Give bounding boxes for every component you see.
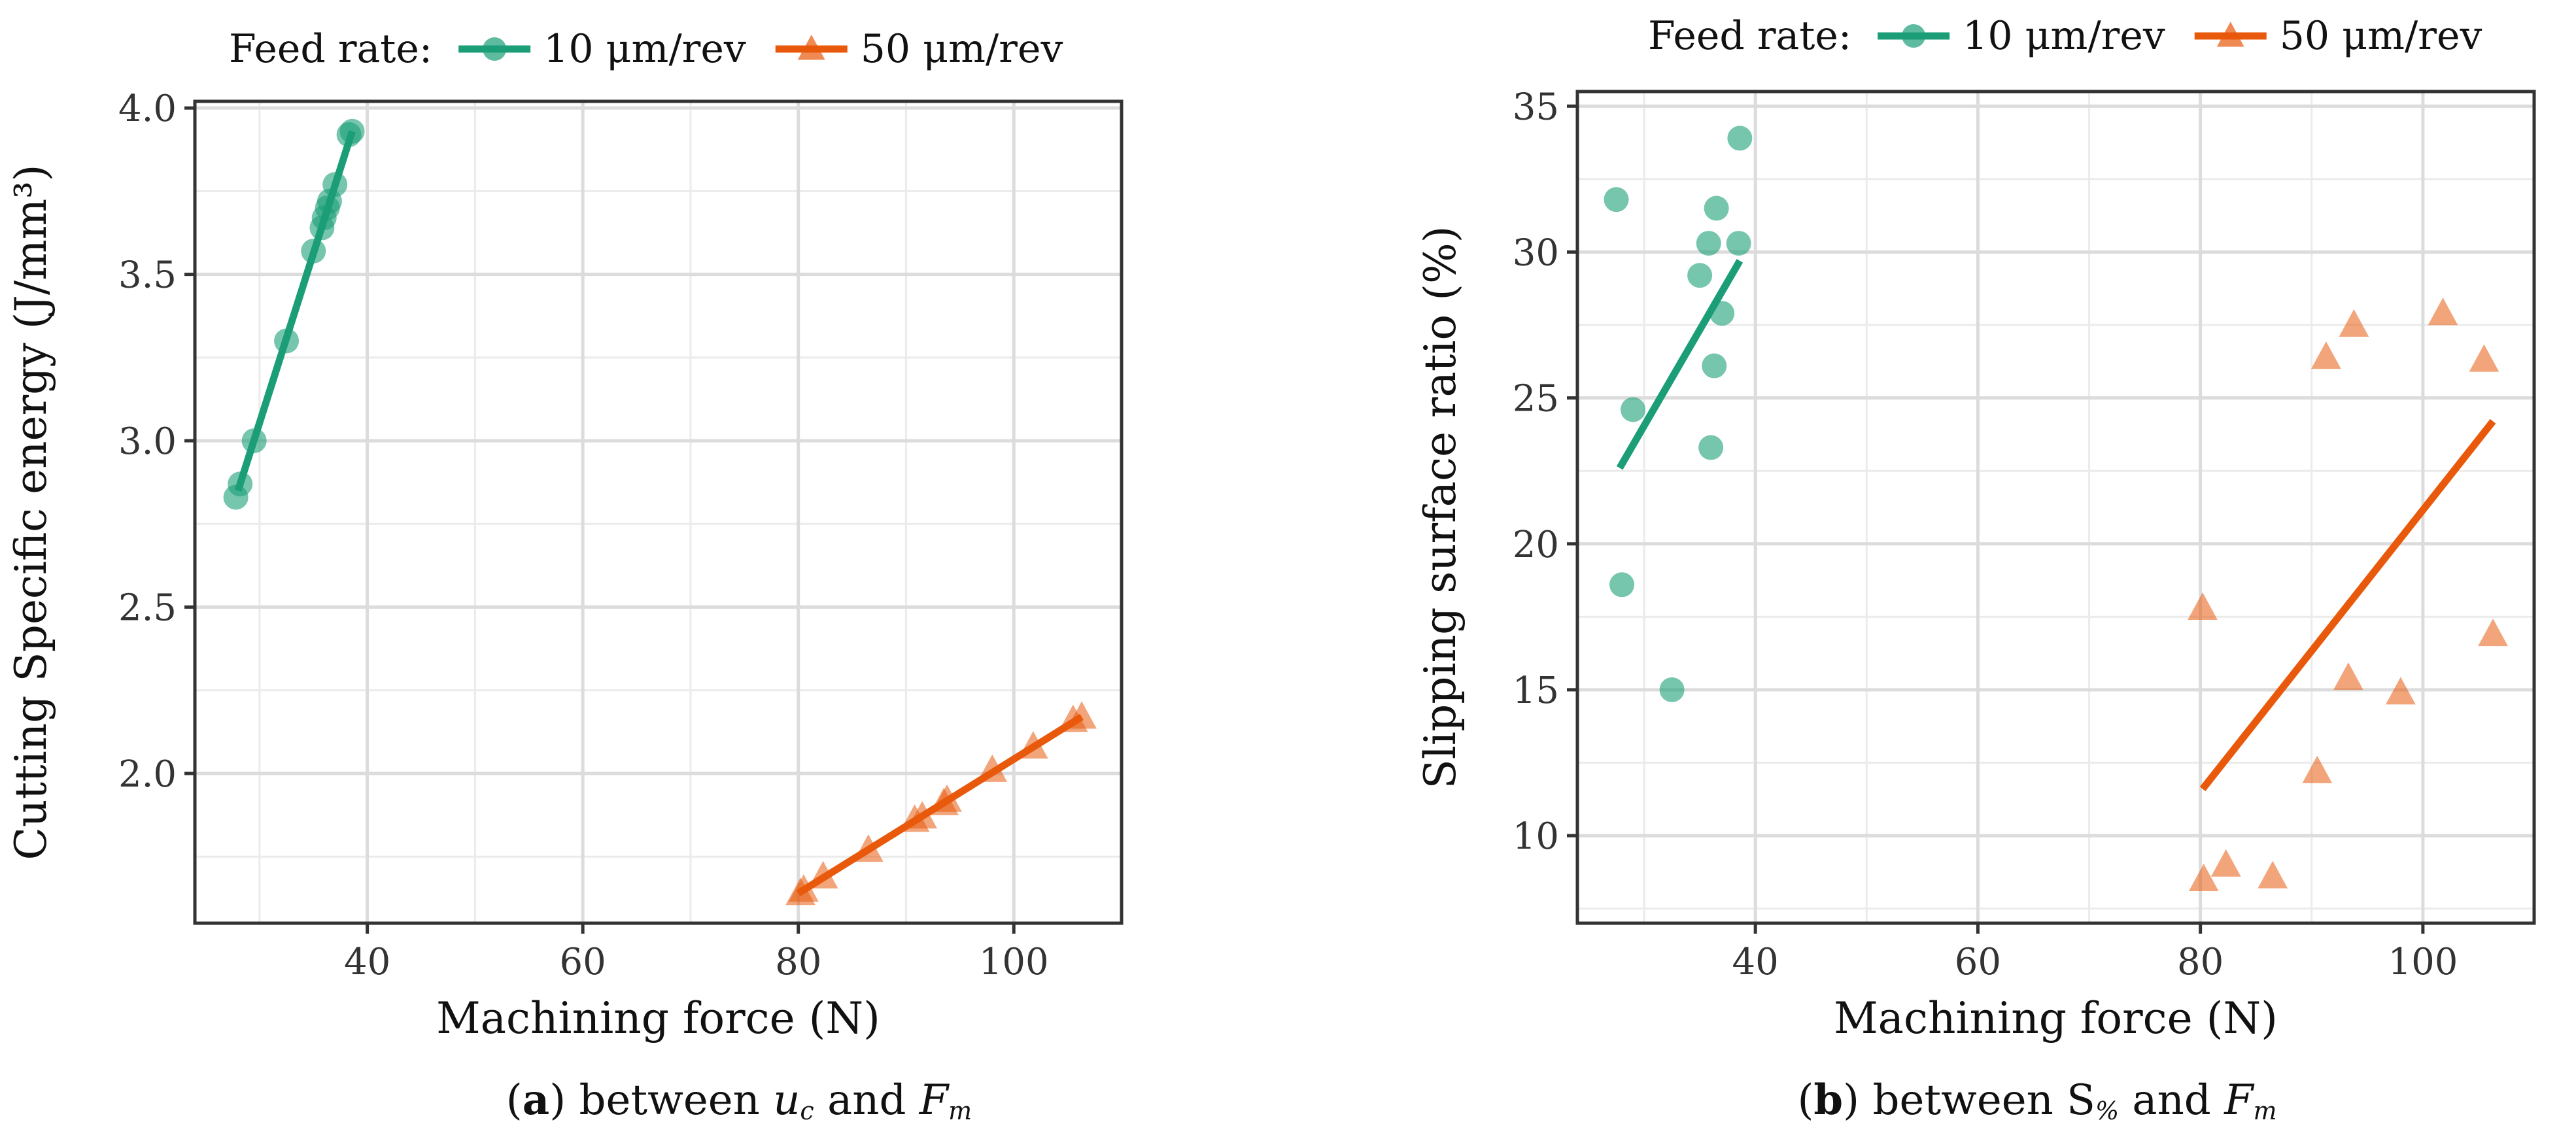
- y-tick-label: 15: [1513, 670, 1559, 712]
- x-tick-label: 80: [775, 941, 821, 983]
- caption-b-text2: and: [2132, 1076, 2211, 1125]
- data-point: [1621, 397, 1646, 422]
- caption-b-text1: between: [1872, 1076, 2053, 1125]
- data-point: [2258, 860, 2288, 889]
- y-tick-label: 35: [1513, 86, 1559, 128]
- plot-border: [1575, 90, 2536, 925]
- data-point: [1604, 187, 1629, 212]
- caption-a-letter: a: [522, 1076, 550, 1125]
- x-tick-label: 100: [2388, 941, 2458, 983]
- data-point: [1726, 231, 1751, 256]
- legend-title: Feed rate:: [229, 26, 432, 72]
- data-point: [2386, 677, 2416, 705]
- caption-a-sym2: F: [919, 1076, 949, 1125]
- caption-b-sym2: F: [2224, 1076, 2254, 1125]
- data-point: [2339, 309, 2369, 337]
- legend-entry-label: 50 μm/rev: [861, 26, 1063, 72]
- y-tick-label: 4.0: [118, 88, 177, 130]
- x-tick-label: 60: [1955, 941, 2001, 983]
- fit-line: [234, 130, 356, 492]
- data-point: [1696, 231, 1721, 256]
- series-10: [223, 118, 365, 510]
- data-point: [1659, 677, 1685, 702]
- x-axis-label: Machining force (N): [1834, 993, 2278, 1044]
- x-tick-label: 60: [560, 941, 606, 983]
- y-tick-label: 3.0: [118, 420, 177, 463]
- caption-a-sub1: c: [800, 1096, 814, 1125]
- x-axis-label: Machining force (N): [436, 993, 880, 1044]
- data-point: [2302, 755, 2333, 783]
- data-point: [2333, 662, 2363, 690]
- legend-key-marker: [483, 37, 507, 61]
- panel-b: 40 60 80 100 10 15 20 25 30 35 Machining force (N)…: [1415, 13, 2536, 1044]
- caption-a-sym1: u: [773, 1076, 800, 1125]
- data-point: [2210, 849, 2241, 877]
- data-point: [1698, 435, 1724, 460]
- fit-line: [2199, 418, 2496, 792]
- x-tick-label: 80: [2177, 941, 2224, 983]
- series-50: [2188, 297, 2508, 892]
- y-tick-label: 30: [1513, 231, 1559, 274]
- data-point: [2469, 344, 2499, 372]
- caption-b-letter: b: [1813, 1076, 1844, 1125]
- data-point: [2428, 297, 2458, 326]
- legend: Feed rate: 10 μm/rev 50 μm/rev: [229, 26, 1063, 72]
- x-tick-label: 40: [344, 941, 390, 983]
- series-50: [785, 701, 1097, 906]
- data-point: [1727, 126, 1753, 151]
- data-point: [2478, 619, 2508, 647]
- data-point: [1687, 263, 1713, 288]
- caption-b-sub1: %: [2095, 1096, 2120, 1125]
- plot-border: [193, 99, 1124, 925]
- legend-title: Feed rate:: [1648, 13, 1851, 59]
- data-point: [2188, 592, 2218, 620]
- y-tick-label: 2.5: [118, 587, 177, 630]
- x-tick-label: 40: [1732, 941, 1779, 983]
- legend-key-marker: [2216, 22, 2244, 47]
- y-axis-label: Cutting Specific energy (J/mm³): [6, 165, 56, 860]
- y-axis-label: Slipping surface ratio (%): [1415, 226, 1466, 789]
- legend-key-marker: [1902, 24, 1926, 48]
- caption-b-sym1: S: [2067, 1076, 2095, 1125]
- legend-entry-label: 50 μm/rev: [2280, 13, 2482, 59]
- panel-a: 40 60 80 100 2.0 2.5 3.0 3.5 4.0 Machining force …: [6, 26, 1124, 1044]
- caption-b: (b) between S% and Fm: [1797, 1076, 2277, 1125]
- legend-entry-label: 10 μm/rev: [1963, 13, 2165, 59]
- caption-a-text1: between: [579, 1076, 760, 1125]
- y-tick-label: 25: [1513, 378, 1559, 420]
- caption-a-text2: and: [827, 1076, 906, 1125]
- caption-a: (a) between uc and Fm: [506, 1076, 972, 1125]
- legend-key-marker: [797, 35, 825, 60]
- plot-area: [1577, 92, 2534, 923]
- data-point: [1609, 572, 1635, 598]
- fit-line: [796, 713, 1084, 896]
- legend-entry-label: 10 μm/rev: [543, 26, 746, 72]
- caption-b-sub2: m: [2253, 1096, 2277, 1125]
- y-tick-label: 10: [1513, 815, 1559, 858]
- caption-a-sub2: m: [948, 1096, 972, 1125]
- y-tick-label: 20: [1513, 524, 1559, 566]
- data-point: [1702, 353, 1727, 379]
- legend: Feed rate: 10 μm/rev 50 μm/rev: [1648, 13, 2482, 59]
- data-point: [2311, 341, 2341, 369]
- data-point: [2188, 864, 2219, 892]
- x-tick-label: 100: [979, 941, 1049, 983]
- fit-line: [1616, 259, 1743, 470]
- series-10: [1604, 126, 1753, 702]
- data-point: [1704, 195, 1729, 221]
- y-tick-label: 3.5: [118, 254, 177, 297]
- y-tick-label: 2.0: [118, 753, 177, 796]
